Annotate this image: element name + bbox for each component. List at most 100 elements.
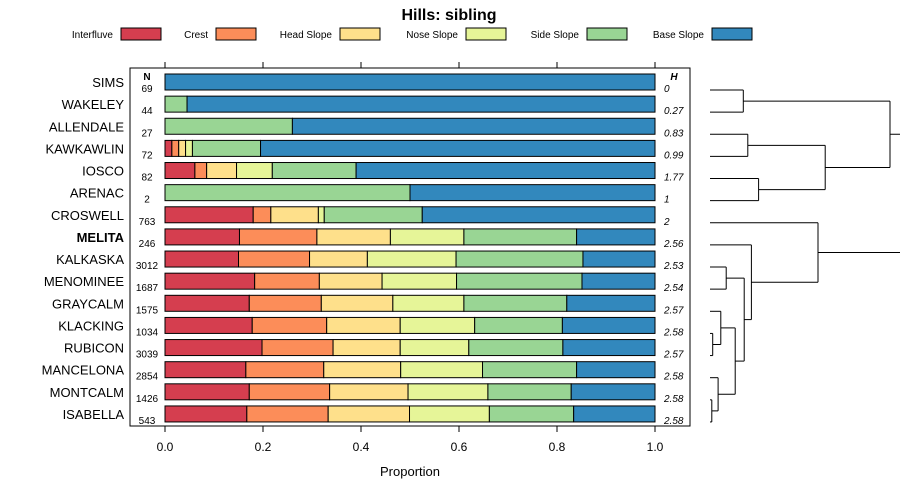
n-column-header: N	[143, 72, 150, 83]
bar-segment-mancelona-interfluve	[164, 361, 247, 379]
row-label-mancelona: MANCELONA	[42, 363, 125, 378]
bar-segment-klacking-crest	[251, 316, 328, 334]
bar-segment-rubicon-crest	[261, 339, 334, 357]
bar-segment-mancelona-side-slope	[482, 361, 578, 379]
bar-segment-isabella-crest	[246, 405, 329, 423]
bar-segment-wakeley-side-slope	[164, 95, 188, 113]
row-label-isabella: ISABELLA	[63, 407, 125, 422]
legend-label-head-slope: Head Slope	[280, 30, 333, 41]
bar-segment-menominee-base-slope	[581, 272, 656, 290]
bar-segment-rubicon-head-slope	[332, 339, 401, 357]
row-label-iosco: IOSCO	[82, 164, 124, 179]
bar-segment-iosco-nose-slope	[236, 162, 273, 180]
bar-segment-kawkawlin-nose-slope	[185, 139, 193, 157]
bar-segment-mancelona-head-slope	[323, 361, 402, 379]
bar-segment-isabella-interfluve	[164, 405, 248, 423]
bar-segment-melita-base-slope	[576, 228, 656, 246]
bar-segment-graycalm-crest	[248, 294, 322, 312]
row-label-rubicon: RUBICON	[64, 341, 124, 356]
n-value-graycalm: 1575	[136, 305, 159, 316]
legend-swatch-crest	[215, 27, 257, 41]
h-value-allendale: 0.83	[664, 128, 684, 139]
bar-segment-arenac-base-slope	[409, 184, 656, 202]
x-tick-label: 1.0	[647, 440, 664, 454]
h-value-montcalm: 2.58	[663, 394, 684, 405]
legend-swatch-side-slope	[586, 27, 628, 41]
legend-label-nose-slope: Nose Slope	[406, 30, 458, 41]
n-value-montcalm: 1426	[136, 394, 159, 405]
bar-segment-isabella-side-slope	[488, 405, 575, 423]
bar-segment-sims-base-slope	[164, 73, 656, 91]
h-value-mancelona: 2.58	[663, 372, 684, 383]
n-value-croswell: 763	[139, 217, 156, 228]
bar-segment-menominee-interfluve	[164, 272, 256, 290]
h-column-header: H	[670, 72, 678, 83]
legend-label-base-slope: Base Slope	[653, 30, 705, 41]
bar-segment-kalkaska-interfluve	[164, 250, 239, 268]
bars	[164, 73, 656, 423]
n-value-menominee: 1687	[136, 283, 159, 294]
bar-segment-kawkawlin-base-slope	[260, 139, 656, 157]
bar-segment-kalkaska-side-slope	[455, 250, 584, 268]
row-label-allendale: ALLENDALE	[49, 119, 124, 134]
row-label-croswell: CROSWELL	[51, 208, 124, 223]
bar-segment-montcalm-nose-slope	[407, 383, 489, 401]
legend: Interfluve Crest Head Slope Nose Slope Side …	[72, 27, 753, 41]
n-value-klacking: 1034	[136, 327, 159, 338]
row-label-arenac: ARENAC	[70, 186, 124, 201]
row-label-wakeley: WAKELEY	[62, 97, 125, 112]
h-value-iosco: 1.77	[664, 173, 684, 184]
row-label-sims: SIMS	[92, 75, 124, 90]
row-label-montcalm: MONTCALM	[50, 385, 124, 400]
legend-swatch-nose-slope	[465, 27, 507, 41]
bar-segment-kawkawlin-head-slope	[178, 139, 187, 157]
bar-segment-menominee-head-slope	[318, 272, 383, 290]
x-tick-label: 0.6	[451, 440, 468, 454]
n-value-wakeley: 44	[141, 106, 153, 117]
legend-swatch-head-slope	[339, 27, 381, 41]
bar-segment-allendale-side-slope	[164, 117, 293, 135]
h-value-croswell: 2	[663, 217, 670, 228]
bar-segment-iosco-side-slope	[271, 162, 357, 180]
n-value-iosco: 82	[141, 173, 153, 184]
bar-segment-montcalm-side-slope	[487, 383, 572, 401]
h-value-kawkawlin: 0.99	[664, 150, 684, 161]
x-tick-label: 0.8	[549, 440, 566, 454]
bar-segment-montcalm-head-slope	[329, 383, 409, 401]
x-tick-label: 0.4	[353, 440, 370, 454]
bar-segment-croswell-interfluve	[164, 206, 254, 224]
bar-segment-croswell-nose-slope	[317, 206, 325, 224]
bar-segment-menominee-side-slope	[456, 272, 583, 290]
h-value-rubicon: 2.57	[663, 350, 684, 361]
row-label-kalkaska: KALKASKA	[56, 252, 124, 267]
row-label-melita: MELITA	[77, 230, 125, 245]
bar-segment-allendale-base-slope	[291, 117, 656, 135]
bar-segment-menominee-nose-slope	[381, 272, 458, 290]
n-value-mancelona: 2854	[136, 372, 159, 383]
n-value-rubicon: 3039	[136, 350, 159, 361]
h-value-arenac: 1	[664, 195, 670, 206]
bar-segment-mancelona-base-slope	[576, 361, 656, 379]
bar-segment-arenac-side-slope	[164, 184, 411, 202]
row-label-klacking: KLACKING	[58, 318, 124, 333]
bar-segment-rubicon-base-slope	[562, 339, 656, 357]
legend-label-crest: Crest	[184, 30, 208, 41]
legend-swatch-interfluve	[120, 27, 162, 41]
row-labels: SIMS WAKELEY ALLENDALE KAWKAWLIN IOSCO ARENAC…	[42, 75, 125, 422]
bar-segment-croswell-head-slope	[270, 206, 319, 224]
h-value-wakeley: 0.27	[664, 106, 684, 117]
bar-segment-kalkaska-base-slope	[582, 250, 656, 268]
plot-frame	[129, 67, 691, 427]
bar-segment-klacking-base-slope	[561, 316, 656, 334]
bar-segment-kalkaska-head-slope	[309, 250, 368, 268]
legend-label-interfluve: Interfluve	[72, 30, 114, 41]
bar-segment-iosco-head-slope	[206, 162, 238, 180]
bar-segment-melita-head-slope	[316, 228, 391, 246]
bar-segment-graycalm-side-slope	[463, 294, 568, 312]
bar-segment-kawkawlin-crest	[171, 139, 180, 157]
bar-segment-melita-nose-slope	[389, 228, 465, 246]
legend-swatch-base-slope	[711, 27, 753, 41]
bar-segment-isabella-base-slope	[573, 405, 656, 423]
bar-segment-klacking-side-slope	[474, 316, 563, 334]
bar-segment-croswell-side-slope	[323, 206, 423, 224]
